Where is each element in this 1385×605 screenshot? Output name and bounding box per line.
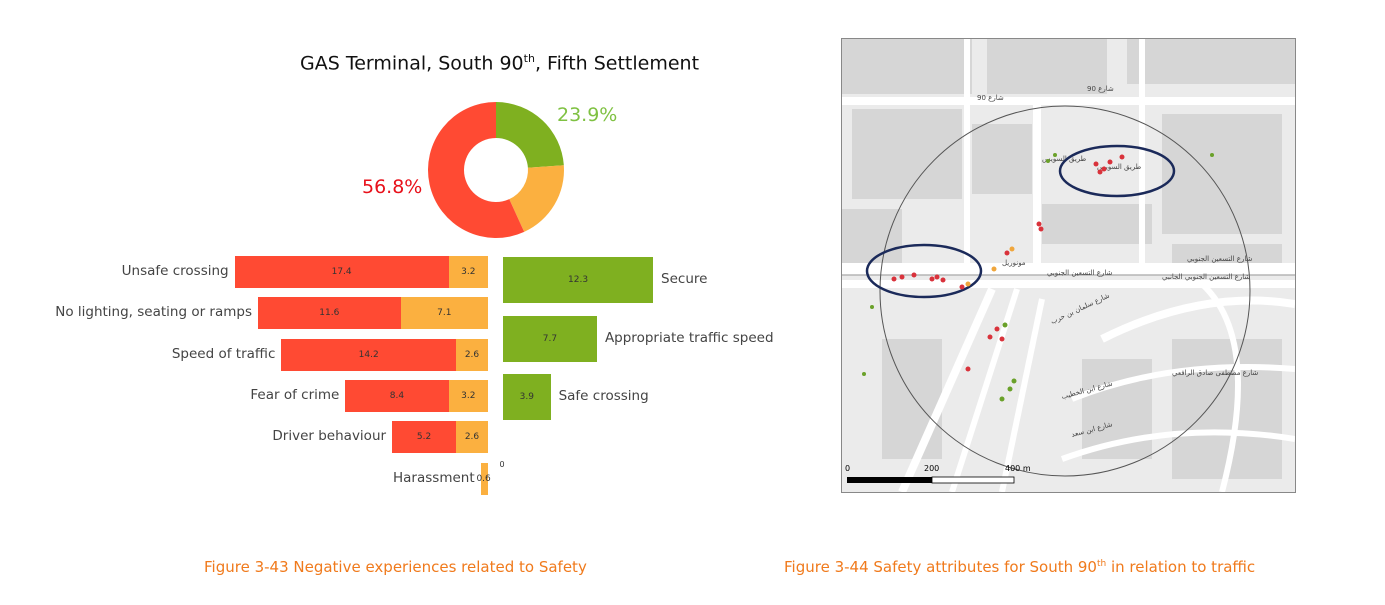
road-label: شارع 90	[1087, 85, 1114, 93]
bar-minor-value: 3.2	[461, 267, 476, 277]
caption-right: Figure 3-44 Safety attributes for South …	[784, 558, 1256, 576]
bar-major	[257, 297, 401, 330]
donut-label-green: 23.9%	[557, 104, 618, 126]
hotspot-ellipse-north	[1058, 144, 1176, 198]
road-label: شارع مصطفى صادق الرافعي	[1172, 369, 1258, 377]
scale-label-0: 0	[845, 464, 850, 473]
road-label: شارع التسعين الجنوبي الجانبي	[1162, 273, 1250, 281]
bar-major-value: 5.2	[416, 432, 432, 443]
scale-bar: 0 200 400 m	[845, 464, 1031, 484]
map-canvas: شارع 90 شارع 90 طريق السويس طريق السويس …	[842, 39, 1295, 492]
bar-minor-value: 3.2	[461, 390, 476, 401]
road-label: شارع التسعين الجنوبي	[1187, 255, 1253, 263]
bar-major	[345, 379, 449, 412]
caption-left: Figure 3-43 Negative experiences related…	[204, 558, 587, 576]
bar-positive	[503, 257, 654, 303]
hotspot-ellipse-west	[865, 243, 983, 299]
buffer-circle	[879, 105, 1251, 477]
positive-category-label: Secure	[661, 271, 708, 287]
bar-positive-value: 12.3	[568, 275, 589, 285]
bar-positive	[503, 374, 551, 420]
bar-major-value: 0	[499, 459, 505, 469]
road-label: شارع 90	[977, 94, 1004, 102]
map-points	[862, 153, 1214, 402]
bar-major-value: 8.4	[389, 390, 405, 401]
bar-positive	[503, 315, 597, 362]
safety-map: شارع 90 شارع 90 طريق السويس طريق السويس …	[841, 38, 1296, 493]
donut-chart	[428, 102, 564, 238]
bar-minor-value: 2.6	[464, 349, 480, 360]
positive-category-label: Appropriate traffic speed	[604, 329, 774, 346]
category-label: No lighting, seating or ramps	[55, 304, 252, 321]
positive-category-label: Safe crossing	[558, 388, 649, 404]
bar-major-value: 11.6	[319, 308, 340, 319]
bar-minor-value: 0.6	[476, 473, 491, 484]
bar-minor	[456, 338, 488, 371]
road-label: مونوريل	[1002, 259, 1026, 267]
category-label: Harassment	[393, 469, 475, 486]
chart-title: GAS Terminal, South 90th, Fifth Settleme…	[300, 52, 700, 75]
road-label: شارع سلمان بن حرب	[1049, 292, 1110, 326]
category-label: Driver behaviour	[272, 428, 387, 445]
road-label: طريق السويس	[1097, 163, 1142, 171]
donut-slice-orange	[509, 165, 564, 232]
scale-label-200: 200	[924, 464, 939, 473]
bar-minor	[400, 297, 488, 330]
bar-minor	[480, 462, 488, 495]
road-label: شارع التسعين الجنوبي	[1047, 269, 1113, 277]
bar-major	[234, 256, 449, 288]
bar-major	[392, 421, 456, 454]
bar-major-value: 17.4	[331, 267, 352, 277]
donut-label-red: 56.8%	[362, 176, 423, 198]
bar-positive-value: 3.9	[519, 392, 534, 402]
map-blocks	[842, 39, 1295, 479]
bar-minor	[448, 379, 488, 412]
bar-minor	[456, 421, 488, 454]
bar-minor	[448, 256, 488, 288]
bar-major	[281, 338, 457, 371]
donut-slice-red	[428, 102, 525, 238]
bar-minor-value: 2.6	[464, 432, 480, 443]
category-label: Fear of crime	[250, 386, 340, 403]
scale-label-400: 400 m	[1005, 464, 1031, 473]
category-label: Unsafe crossing	[121, 263, 229, 279]
road-label: طريق السويس	[1042, 155, 1087, 163]
bar-minor-value: 7.1	[437, 308, 452, 319]
bar-positive-value: 7.7	[542, 333, 558, 344]
bar-major-value: 14.2	[358, 349, 379, 360]
category-label: Speed of traffic	[171, 345, 276, 362]
donut-slice-green	[496, 102, 564, 168]
